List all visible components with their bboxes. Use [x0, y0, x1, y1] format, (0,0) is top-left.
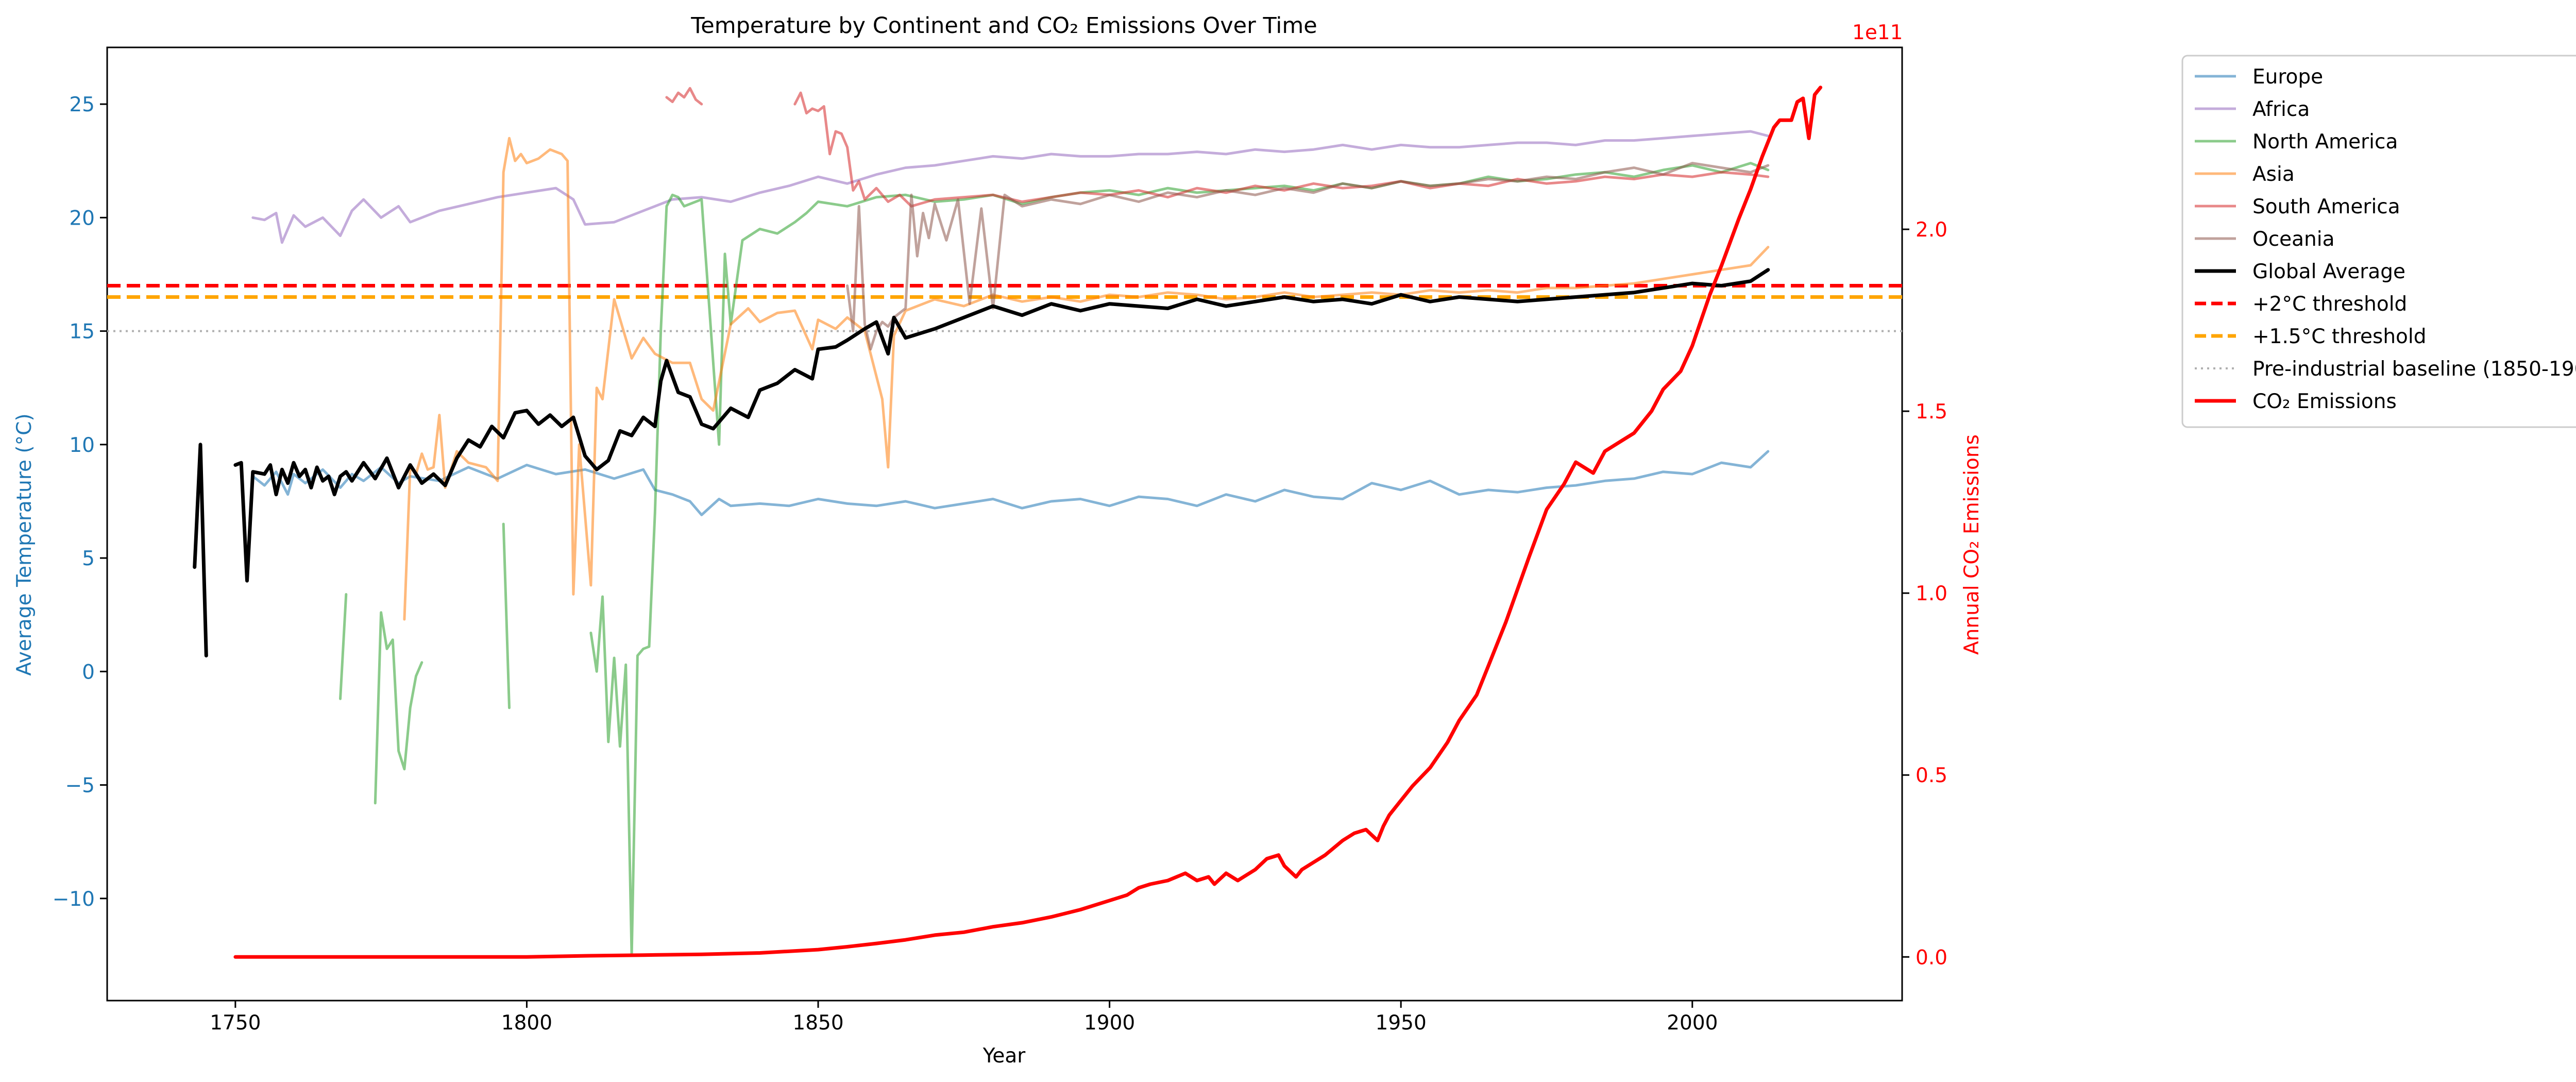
- north-america-series-line: [502, 522, 511, 709]
- legend-label-europe: Europe: [2252, 65, 2323, 89]
- left-y-tick-label: −10: [53, 888, 95, 911]
- north-america-series-line: [339, 593, 348, 700]
- legend-label-global-average: Global Average: [2252, 260, 2405, 283]
- legend: Europe Africa North America Asia South Ameri…: [2181, 55, 2576, 428]
- plot-area: [106, 46, 1903, 1002]
- x-tick-label: 2000: [1667, 1011, 1718, 1035]
- legend-label-1-5-c-threshold: +1.5°C threshold: [2252, 325, 2427, 348]
- legend-label-co-emissions: CO₂ Emissions: [2252, 390, 2397, 413]
- co-emissions-series-line: [233, 86, 1823, 959]
- x-tick-label: 1900: [1084, 1011, 1135, 1035]
- right-y-tick-label: 1.5: [1916, 400, 1947, 424]
- right-y-tick-label: 1.0: [1916, 582, 1947, 605]
- south-america-series-line: [665, 87, 703, 106]
- global-average-series-line: [233, 268, 1770, 583]
- legend-label-south-america: South America: [2252, 195, 2400, 218]
- legend-label-north-america: North America: [2252, 130, 2398, 154]
- africa-series-line: [251, 130, 1770, 244]
- right-axis-multiplier: 1e11: [1852, 21, 1903, 44]
- left-y-axis-label: Average Temperature (°C): [13, 413, 36, 675]
- right-y-tick-label: 2.0: [1916, 218, 1947, 242]
- x-axis: 1750 1800 1850 1900 1950 2000: [210, 1001, 1718, 1035]
- right-y-tick-label: 0.0: [1916, 946, 1947, 969]
- chart-title: Temperature by Continent and CO₂ Emissio…: [690, 13, 1317, 39]
- left-y-tick-label: 15: [69, 320, 95, 344]
- x-tick-label: 1750: [210, 1011, 261, 1035]
- left-y-tick-label: 5: [82, 547, 95, 570]
- asia-series-line: [403, 137, 1770, 621]
- global-average-series-line: [193, 443, 208, 657]
- left-y-tick-label: 0: [82, 661, 95, 684]
- legend-label-pre-industrial-baseline-1850-1900: Pre-industrial baseline (1850-1900): [2252, 358, 2576, 381]
- right-y-axis-label: Annual CO₂ Emissions: [1960, 434, 1984, 655]
- x-tick-label: 1800: [501, 1011, 552, 1035]
- x-tick-label: 1850: [792, 1011, 843, 1035]
- plot-frame: [106, 46, 1903, 1002]
- legend-label-asia: Asia: [2252, 163, 2295, 186]
- legend-label-2-c-threshold: +2°C threshold: [2252, 293, 2407, 316]
- legend-label-oceania: Oceania: [2252, 228, 2335, 251]
- right-y-tick-label: 0.5: [1916, 764, 1947, 787]
- legend-box: [2181, 55, 2576, 428]
- north-america-series-line: [589, 162, 1770, 957]
- left-y-tick-label: 20: [69, 207, 95, 230]
- left-y-axis: −10 −5 0 5 10 15 20 25: [53, 93, 107, 911]
- right-y-axis: 0.0 0.5 1.0 1.5 2.0: [1902, 218, 1947, 969]
- left-y-tick-label: 10: [69, 434, 95, 457]
- x-tick-label: 1950: [1376, 1011, 1427, 1035]
- x-axis-label: Year: [982, 1044, 1026, 1068]
- left-y-tick-label: −5: [65, 774, 95, 798]
- europe-series-line: [251, 450, 1770, 516]
- legend-label-africa: Africa: [2252, 98, 2310, 121]
- north-america-series-line: [374, 611, 423, 805]
- left-y-tick-label: 25: [69, 93, 95, 116]
